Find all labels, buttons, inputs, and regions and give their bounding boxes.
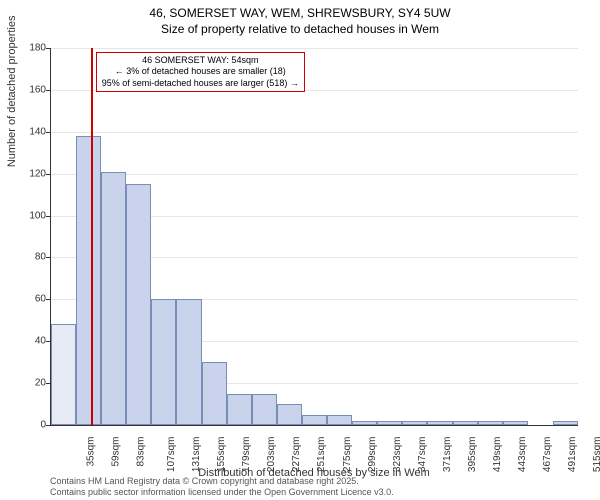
xtick-label: 83sqm <box>135 437 146 467</box>
gridline <box>51 48 578 49</box>
histogram-bar <box>126 184 151 425</box>
ytick-mark <box>46 216 51 217</box>
histogram-bar <box>101 172 126 425</box>
histogram-bar <box>51 324 76 425</box>
histogram-bar <box>227 394 252 425</box>
plot-region: 35sqm59sqm83sqm107sqm131sqm155sqm179sqm2… <box>50 48 578 426</box>
ytick-label: 140 <box>28 126 46 137</box>
histogram-bar <box>252 394 277 425</box>
xtick-label: 419sqm <box>492 437 503 473</box>
footer-line2: Contains public sector information licen… <box>50 487 394 498</box>
ytick-mark <box>46 90 51 91</box>
histogram-bar <box>202 362 227 425</box>
histogram-bar <box>503 421 528 425</box>
histogram-bar <box>427 421 452 425</box>
ytick-mark <box>46 425 51 426</box>
ytick-label: 40 <box>28 336 46 347</box>
histogram-bar <box>402 421 427 425</box>
ytick-mark <box>46 174 51 175</box>
ytick-mark <box>46 48 51 49</box>
histogram-bar <box>76 136 101 425</box>
ytick-label: 180 <box>28 43 46 54</box>
histogram-bar <box>478 421 503 425</box>
ytick-label: 120 <box>28 168 46 179</box>
histogram-bar <box>302 415 327 425</box>
footer: Contains HM Land Registry data © Crown c… <box>50 476 394 498</box>
ytick-label: 0 <box>28 420 46 431</box>
ytick-mark <box>46 132 51 133</box>
footer-line1: Contains HM Land Registry data © Crown c… <box>50 476 394 487</box>
histogram-bar <box>453 421 478 425</box>
xtick-label: 35sqm <box>85 437 96 467</box>
y-axis-label: Number of detached properties <box>6 16 18 168</box>
xtick-label: 107sqm <box>166 437 177 473</box>
histogram-bar <box>176 299 201 425</box>
xtick-label: 467sqm <box>542 437 553 473</box>
xtick-label: 59sqm <box>110 437 121 467</box>
title-line1: 46, SOMERSET WAY, WEM, SHREWSBURY, SY4 5… <box>0 6 600 22</box>
histogram-bar <box>151 299 176 425</box>
title-line2: Size of property relative to detached ho… <box>0 22 600 38</box>
ytick-label: 80 <box>28 252 46 263</box>
gridline <box>51 132 578 133</box>
annotation-line2: ← 3% of detached houses are smaller (18) <box>102 66 299 77</box>
xtick-label: 371sqm <box>442 437 453 473</box>
histogram-bar <box>327 415 352 425</box>
xtick-label: 491sqm <box>567 437 578 473</box>
histogram-bar <box>553 421 578 425</box>
ytick-mark <box>46 257 51 258</box>
xtick-label: 443sqm <box>517 437 528 473</box>
annotation-box: 46 SOMERSET WAY: 54sqm ← 3% of detached … <box>96 52 305 92</box>
histogram-bar <box>377 421 402 425</box>
marker-line <box>91 48 93 425</box>
xtick-label: 395sqm <box>467 437 478 473</box>
ytick-label: 60 <box>28 294 46 305</box>
chart-area: 35sqm59sqm83sqm107sqm131sqm155sqm179sqm2… <box>50 48 578 426</box>
ytick-mark <box>46 299 51 300</box>
annotation-line1: 46 SOMERSET WAY: 54sqm <box>102 55 299 66</box>
histogram-bar <box>277 404 302 425</box>
xtick-label: 515sqm <box>593 437 600 473</box>
histogram-bar <box>352 421 377 425</box>
chart-title: 46, SOMERSET WAY, WEM, SHREWSBURY, SY4 5… <box>0 0 600 37</box>
ytick-label: 160 <box>28 84 46 95</box>
annotation-line3: 95% of semi-detached houses are larger (… <box>102 78 299 89</box>
ytick-label: 20 <box>28 378 46 389</box>
gridline <box>51 174 578 175</box>
ytick-label: 100 <box>28 210 46 221</box>
